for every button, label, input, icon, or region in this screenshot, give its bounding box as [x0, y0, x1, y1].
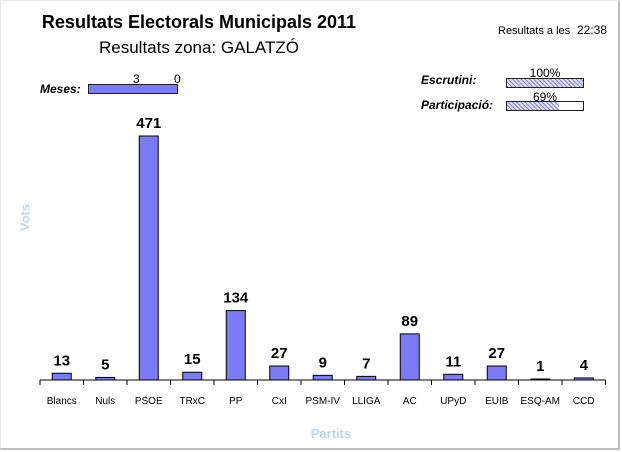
meses-left-value: 3 [133, 72, 140, 86]
x-tick-label: PSM-IV [306, 396, 341, 407]
x-tick-label: Blancs [47, 396, 77, 407]
bar-pp [225, 310, 246, 381]
x-axis-label: Partits [310, 426, 352, 441]
data-label-nuls: 5 [101, 356, 109, 373]
data-label-trxc: 15 [184, 351, 201, 368]
escrutini-label: Escrutini: [421, 73, 477, 87]
data-label-ccd: 4 [580, 357, 589, 374]
bar-ac [399, 333, 420, 381]
bar-nuls [95, 376, 116, 381]
x-tick-label: PSOE [135, 396, 163, 407]
meses-bar [88, 84, 178, 94]
chart-title: Resultats Electorals Municipals 2011 [41, 12, 357, 32]
escrutini-progress-bar [506, 78, 584, 88]
data-label-lliga: 7 [362, 355, 370, 372]
bar-lliga [356, 375, 377, 381]
x-tick-label: CCD [573, 396, 595, 407]
bar-euib [486, 365, 507, 381]
bar-upyd [443, 373, 464, 381]
x-tick-label: EUIB [485, 396, 509, 407]
bar-trxc [182, 371, 203, 381]
data-label-pp: 134 [223, 290, 249, 307]
bar-psm-iv [312, 374, 333, 381]
data-label-cxi: 27 [271, 345, 288, 362]
escrutini-progress-fill [507, 79, 583, 87]
participacio-progress-bar [506, 101, 584, 111]
chart-subtitle: Resultats zona: GALATZÓ [99, 38, 299, 57]
bar-cxi [269, 365, 290, 381]
x-tick-label: Nuls [95, 396, 115, 407]
participacio-progress-fill [507, 102, 560, 110]
data-label-blancs: 13 [53, 352, 70, 369]
x-tick-label: CxI [272, 396, 287, 407]
escrutini-percent: 100% [529, 66, 561, 80]
x-tick-label: PP [229, 396, 243, 407]
time-value: 22:38 [577, 23, 608, 37]
bar-psoe [138, 135, 159, 381]
data-label-ac: 89 [401, 313, 418, 330]
x-tick-label: ESQ-AM [521, 396, 560, 407]
data-label-psoe: 471 [136, 115, 161, 132]
bar-ccd [573, 377, 594, 381]
x-tick-label: TRxC [179, 396, 205, 407]
participacio-label: Participació: [421, 98, 494, 112]
data-label-euib: 27 [488, 345, 505, 362]
meses-label: Meses: [40, 82, 81, 96]
bar-esq-am [530, 378, 551, 381]
participacio-percent: 69% [532, 90, 558, 104]
time-label: Resultats a les [498, 25, 571, 37]
x-tick-label: AC [403, 396, 417, 407]
bar-blancs [51, 372, 72, 381]
x-tick-label: UPyD [440, 396, 466, 407]
data-label-psm-iv: 9 [319, 354, 327, 371]
x-tick-label: LLIGA [352, 396, 381, 407]
meses-right-value: 0 [174, 72, 181, 86]
data-label-esq-am: 1 [536, 358, 544, 375]
data-label-upyd: 11 [445, 353, 461, 370]
